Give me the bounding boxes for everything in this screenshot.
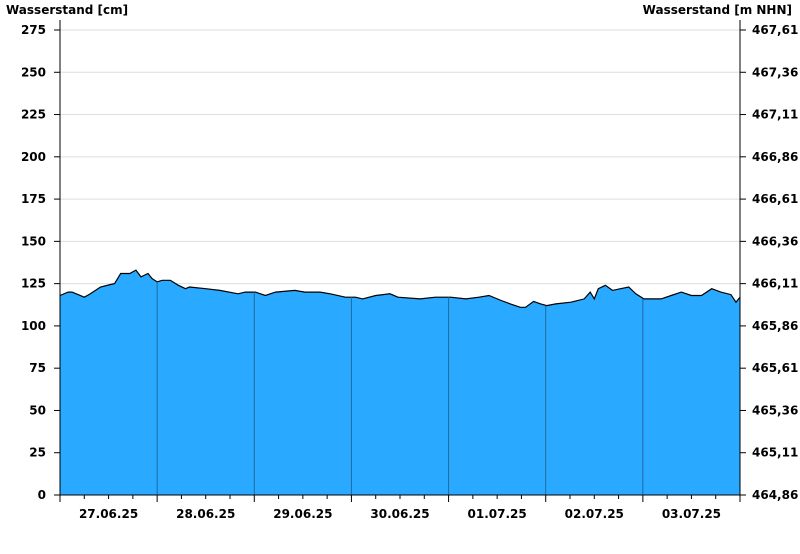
right-tick-label: 465,61 [752, 361, 798, 375]
left-tick-label: 100 [21, 319, 46, 333]
left-tick-label: 25 [29, 446, 46, 460]
left-tick-label: 275 [21, 23, 46, 37]
right-tick-label: 466,11 [752, 277, 798, 291]
x-tick-label: 27.06.25 [79, 507, 138, 521]
left-tick-label: 50 [29, 403, 46, 417]
x-tick-label: 30.06.25 [370, 507, 429, 521]
left-tick-label: 0 [38, 488, 46, 502]
x-tick-label: 02.07.25 [565, 507, 624, 521]
left-tick-label: 125 [21, 277, 46, 291]
left-tick-label: 200 [21, 150, 46, 164]
right-tick-label: 466,86 [752, 150, 798, 164]
right-tick-label: 467,11 [752, 108, 798, 122]
right-tick-label: 465,86 [752, 319, 798, 333]
x-tick-label: 01.07.25 [468, 507, 527, 521]
axes: 0 464,86 25 465,11 50 465,36 75 465,61 100 465,86… [21, 20, 798, 521]
right-tick-label: 466,36 [752, 234, 798, 248]
x-tick-label: 03.07.25 [662, 507, 721, 521]
right-tick-label: 465,11 [752, 446, 798, 460]
x-tick-label: 28.06.25 [176, 507, 235, 521]
right-axis-title: Wasserstand [m NHN] [643, 3, 792, 17]
x-tick-label: 29.06.25 [273, 507, 332, 521]
right-tick-label: 467,36 [752, 65, 798, 79]
left-axis-title: Wasserstand [cm] [6, 3, 128, 17]
water-level-line [59, 269, 741, 308]
left-tick-label: 150 [21, 234, 46, 248]
right-tick-label: 465,36 [752, 403, 798, 417]
left-tick-label: 225 [21, 108, 46, 122]
plot-area [59, 269, 741, 495]
left-tick-label: 75 [29, 361, 46, 375]
water-level-area [60, 270, 740, 495]
left-tick-label: 250 [21, 65, 46, 79]
left-tick-label: 175 [21, 192, 46, 206]
right-tick-label: 464,86 [752, 488, 798, 502]
right-tick-label: 467,61 [752, 23, 798, 37]
right-tick-label: 466,61 [752, 192, 798, 206]
